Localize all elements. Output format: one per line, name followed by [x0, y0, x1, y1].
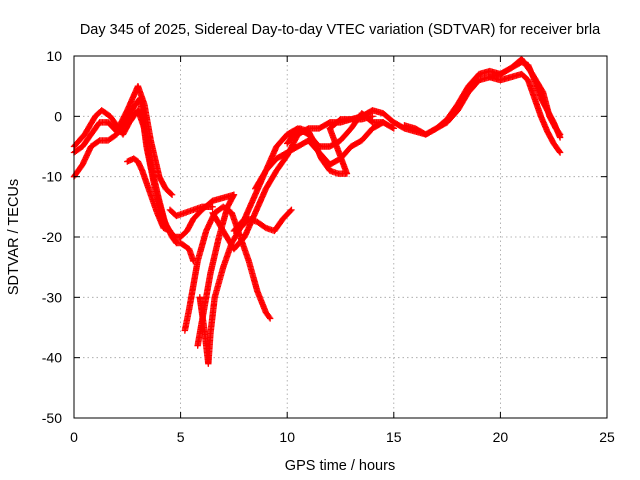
- x-tick-label: 0: [70, 429, 78, 445]
- data-point: [288, 206, 295, 214]
- x-axis-label: GPS time / hours: [285, 458, 395, 474]
- y-tick-label: -20: [42, 229, 62, 245]
- data-point: [230, 191, 238, 198]
- data-point: [168, 191, 176, 198]
- data-point: [556, 148, 563, 155]
- series-pass-d: [124, 155, 174, 235]
- data-point: [556, 149, 564, 156]
- grid: [74, 56, 607, 418]
- y-tick-label: -40: [42, 350, 62, 366]
- chart-title: Day 345 of 2025, Sidereal Day-to-day VTE…: [80, 22, 601, 38]
- data-point: [167, 190, 175, 197]
- data-point: [556, 134, 564, 141]
- data-points: [70, 55, 564, 367]
- y-axis-label: SDTVAR / TECUs: [6, 179, 22, 295]
- series-pass-n: [486, 58, 564, 141]
- x-tick-label: 15: [386, 429, 402, 445]
- y-tick-label: -30: [42, 289, 62, 305]
- y-tick-label: 0: [54, 108, 62, 124]
- data-point: [287, 207, 294, 215]
- series-pass-h: [196, 206, 295, 367]
- y-tick-label: -10: [42, 169, 62, 185]
- series-pass-e: [166, 203, 216, 220]
- data-point: [166, 227, 174, 235]
- x-tick-label: 5: [177, 429, 185, 445]
- data-point: [266, 314, 273, 321]
- x-tick-label: 20: [493, 429, 509, 445]
- data-point: [266, 315, 274, 322]
- x-tick-label: 10: [279, 429, 295, 445]
- series-pass-b: [70, 82, 176, 198]
- axis-ticks: 0 5 10 15 20 25 -50 -40 -30 -20 -10 0 10: [42, 48, 615, 445]
- y-tick-label: -50: [42, 410, 62, 426]
- x-tick-label: 25: [599, 429, 615, 445]
- data-point: [389, 124, 396, 131]
- data-point: [369, 113, 376, 120]
- data-point: [209, 203, 216, 211]
- y-tick-label: 10: [46, 48, 62, 64]
- data-point: [390, 125, 397, 132]
